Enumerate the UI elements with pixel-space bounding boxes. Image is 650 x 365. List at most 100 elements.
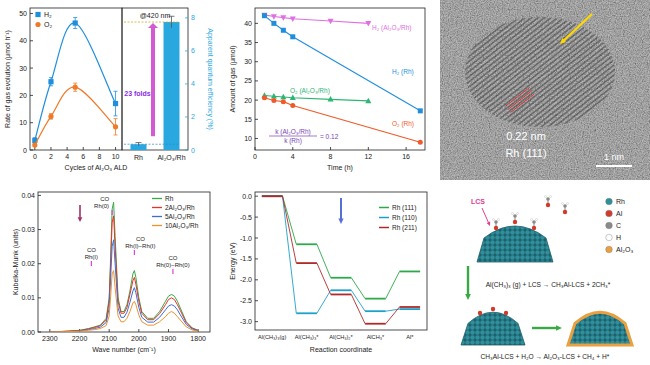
y-tick-label: 50 bbox=[19, 10, 27, 17]
h-atom bbox=[512, 213, 514, 215]
lattice-fringe bbox=[418, 0, 607, 111]
legend-label: Rh (111) bbox=[392, 204, 416, 212]
y-tick bbox=[30, 40, 33, 41]
marker bbox=[365, 21, 371, 27]
energy-level bbox=[365, 298, 386, 300]
marker bbox=[48, 114, 53, 119]
marker bbox=[290, 34, 295, 39]
y-tick bbox=[255, 196, 258, 197]
legend-marker bbox=[35, 12, 40, 17]
annotation: = 0.12 bbox=[320, 133, 339, 140]
plot-frame bbox=[30, 8, 122, 150]
connector bbox=[351, 278, 365, 299]
y-tick-label: 0 bbox=[191, 147, 195, 154]
series-line bbox=[264, 98, 420, 143]
lattice-fringe bbox=[500, 67, 650, 215]
lattice-fringe bbox=[497, 64, 650, 212]
x-axis-title: Reaction coordinate bbox=[310, 346, 372, 353]
x-tick bbox=[168, 329, 169, 332]
series-line bbox=[50, 240, 198, 332]
y-tick-label: 0.03 bbox=[21, 226, 35, 233]
y-tick-label: 10 bbox=[19, 119, 27, 126]
y-tick bbox=[255, 119, 258, 120]
x-axis-title: Time (h) bbox=[327, 164, 353, 172]
x-tick-label: 2000 bbox=[131, 335, 147, 342]
x-tick bbox=[406, 147, 407, 150]
energy-level bbox=[365, 310, 386, 312]
fringe-marker bbox=[511, 94, 535, 112]
lattice-fringe bbox=[458, 14, 647, 162]
lattice-fringe bbox=[505, 74, 650, 222]
marker bbox=[281, 28, 286, 33]
y-tick-label: -0.5 bbox=[240, 214, 252, 221]
legend-line bbox=[379, 207, 389, 209]
y-tick-label: 25 bbox=[244, 77, 252, 84]
legend-swatch bbox=[606, 234, 613, 241]
energy-level bbox=[296, 243, 317, 245]
x-tick bbox=[83, 147, 84, 150]
energy-level bbox=[296, 262, 317, 264]
x-tick bbox=[330, 147, 331, 150]
h-atom bbox=[562, 203, 564, 205]
x-tick bbox=[50, 147, 51, 150]
al-atom bbox=[494, 226, 498, 230]
y-tick bbox=[255, 300, 258, 301]
series-label: O₂ (Al₂O₃/Rh) bbox=[290, 87, 330, 95]
lattice-fringe bbox=[487, 52, 650, 200]
methyl-group bbox=[493, 219, 500, 231]
lattice-fringe bbox=[502, 71, 650, 219]
category-label: Al* bbox=[406, 334, 414, 340]
marker bbox=[328, 19, 334, 25]
al-atom bbox=[563, 210, 567, 214]
error-bar bbox=[73, 18, 77, 29]
connector bbox=[283, 196, 297, 263]
c-atom bbox=[494, 220, 498, 224]
series-label: H₂ (Al₂O₃/Rh) bbox=[372, 24, 411, 32]
y-tick bbox=[30, 68, 33, 69]
fringe-markers bbox=[506, 88, 535, 113]
y-tick-label: 0.01 bbox=[21, 294, 35, 301]
marker bbox=[271, 98, 276, 103]
marker bbox=[262, 95, 267, 100]
marker bbox=[271, 14, 277, 20]
marker bbox=[418, 108, 423, 113]
fringe-marker bbox=[506, 88, 530, 106]
y-tick-label: -1.5 bbox=[240, 255, 252, 262]
marker bbox=[48, 79, 53, 84]
band-marker bbox=[91, 261, 92, 266]
y-tick bbox=[30, 150, 33, 151]
x-axis-title: Cycles of Al₂O₃ ALD bbox=[65, 164, 128, 172]
energy-level bbox=[399, 271, 420, 273]
marker bbox=[365, 98, 371, 104]
legend-line bbox=[152, 207, 162, 208]
legend-label: O₂ bbox=[44, 21, 52, 28]
x-tick-label: 16 bbox=[402, 153, 410, 160]
arrow-head bbox=[78, 217, 83, 222]
annotation: k (Al₂O₃/Rh) bbox=[275, 128, 311, 136]
c-atom bbox=[546, 197, 550, 201]
legend-swatch bbox=[606, 210, 613, 217]
category-label: Al₂O₃/Rh bbox=[157, 154, 185, 161]
legend-swatch bbox=[606, 198, 613, 205]
scale-bar-label: 1 nm bbox=[604, 152, 624, 162]
plot-area bbox=[131, 16, 180, 150]
plot-frame bbox=[122, 8, 188, 150]
arrow bbox=[532, 325, 562, 331]
error-bar bbox=[49, 78, 53, 86]
marker bbox=[281, 99, 286, 104]
fringe-marker bbox=[508, 91, 532, 109]
connector bbox=[283, 196, 297, 244]
connector bbox=[351, 294, 365, 323]
lattice-fringe bbox=[482, 45, 650, 193]
series-line bbox=[264, 15, 368, 23]
arrow-shaft bbox=[79, 205, 81, 218]
annotation: 23 folds bbox=[124, 90, 151, 97]
legend-swatch bbox=[606, 246, 613, 253]
marker bbox=[113, 124, 118, 129]
y-tick-label: 10 bbox=[244, 135, 252, 142]
lattice-fringe bbox=[445, 0, 634, 146]
y-tick-label: -1.0 bbox=[240, 235, 252, 242]
y-tick-label: 30 bbox=[244, 58, 252, 65]
y-tick bbox=[255, 61, 258, 62]
legend-line bbox=[379, 227, 389, 229]
